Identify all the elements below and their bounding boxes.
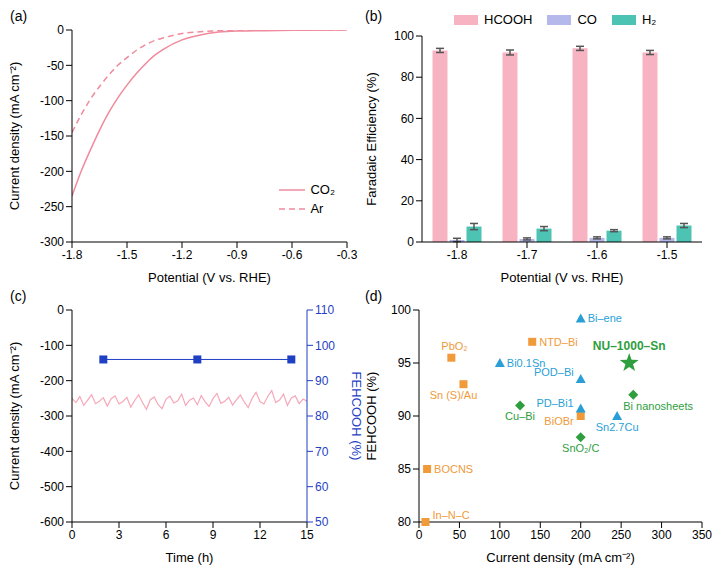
svg-text:-150: -150	[40, 129, 64, 143]
svg-text:-400: -400	[40, 445, 64, 459]
svg-text:0: 0	[57, 303, 64, 317]
svg-text:110: 110	[315, 303, 334, 317]
svg-text:9: 9	[210, 528, 217, 542]
svg-text:350: 350	[692, 528, 712, 542]
svg-text:150: 150	[530, 528, 550, 542]
svg-text:0: 0	[57, 23, 64, 37]
svg-text:Sn2.7Cu: Sn2.7Cu	[596, 421, 639, 433]
svg-text:300: 300	[652, 528, 672, 542]
svg-text:-100: -100	[40, 339, 64, 353]
svg-text:80: 80	[401, 70, 415, 84]
svg-text:6: 6	[163, 528, 170, 542]
svg-text:FEHCOOH (%): FEHCOOH (%)	[349, 372, 363, 461]
svg-text:-200: -200	[40, 374, 64, 388]
svg-text:0: 0	[416, 528, 423, 542]
svg-text:-1.5: -1.5	[657, 248, 678, 262]
html-text:Ar: Ar	[310, 201, 324, 216]
svg-text:80: 80	[315, 409, 329, 423]
svg-text:-1.8: -1.8	[62, 248, 83, 262]
svg-text:Sn (S)/Au: Sn (S)/Au	[430, 389, 478, 401]
svg-text:Faradaic Efficiency (%): Faradaic Efficiency (%)	[364, 72, 379, 205]
svg-text:-1.8: -1.8	[447, 248, 468, 262]
svg-text:70: 70	[315, 445, 329, 459]
svg-text:PD–Bi1: PD–Bi1	[536, 397, 573, 409]
svg-text:BOCNS: BOCNS	[434, 463, 473, 475]
svg-text:15: 15	[300, 528, 314, 542]
html-text:CO: CO	[577, 12, 597, 27]
svg-text:Current density (mA cm⁻²): Current density (mA cm⁻²)	[8, 342, 22, 490]
html-text:(b): (b)	[365, 8, 383, 24]
svg-text:-0.9: -0.9	[227, 248, 248, 262]
svg-text:Bi–ene: Bi–ene	[588, 312, 622, 324]
svg-text:Cu–Bi: Cu–Bi	[505, 410, 535, 422]
svg-text:40: 40	[401, 153, 415, 167]
svg-text:Bi nanosheets: Bi nanosheets	[623, 400, 693, 412]
svg-text:-1.2: -1.2	[172, 248, 193, 262]
svg-text:12: 12	[253, 528, 267, 542]
svg-text:-200: -200	[40, 165, 64, 179]
svg-text:-600: -600	[40, 515, 64, 529]
svg-text:100: 100	[490, 528, 510, 542]
html-text:(a): (a)	[10, 8, 28, 24]
svg-text:3: 3	[116, 528, 123, 542]
svg-text:PbO₂: PbO₂	[441, 340, 467, 352]
svg-text:50: 50	[315, 515, 329, 529]
svg-text:100: 100	[315, 339, 335, 353]
svg-text:-250: -250	[40, 200, 64, 214]
svg-text:100: 100	[391, 303, 411, 317]
svg-text:90: 90	[315, 374, 329, 388]
svg-text:85: 85	[398, 462, 412, 476]
svg-text:-500: -500	[40, 480, 64, 494]
svg-text:POD–Bi: POD–Bi	[534, 366, 574, 378]
svg-text:-0.6: -0.6	[282, 248, 303, 262]
svg-text:-1.5: -1.5	[117, 248, 138, 262]
svg-text:50: 50	[453, 528, 467, 542]
svg-text:60: 60	[315, 480, 329, 494]
html-text:H₂: H₂	[641, 12, 657, 27]
svg-text:NTD–Bi: NTD–Bi	[539, 336, 578, 348]
svg-text:-100: -100	[40, 94, 64, 108]
svg-text:80: 80	[398, 515, 412, 529]
html-text:(c): (c)	[10, 288, 27, 304]
svg-text:-300: -300	[40, 235, 64, 249]
svg-text:Bi0.1Sn: Bi0.1Sn	[506, 357, 546, 369]
svg-text:Current density (mA cm⁻²): Current density (mA cm⁻²)	[8, 62, 22, 210]
svg-text:-1.7: -1.7	[517, 248, 538, 262]
svg-text:Time (h): Time (h)	[166, 550, 214, 565]
svg-text:60: 60	[401, 112, 415, 126]
svg-text:100: 100	[394, 29, 414, 43]
svg-text:250: 250	[611, 528, 631, 542]
html-text:(d): (d)	[365, 288, 383, 304]
html-text:CO₂: CO₂	[310, 182, 335, 197]
svg-text:0: 0	[407, 235, 414, 249]
svg-text:BiOBr: BiOBr	[544, 415, 574, 427]
svg-text:-50: -50	[47, 59, 65, 73]
svg-text:In–N–C: In–N–C	[432, 509, 469, 521]
svg-text:0: 0	[69, 528, 76, 542]
svg-text:FEHCOOH (%): FEHCOOH (%)	[364, 372, 379, 461]
svg-text:90: 90	[398, 409, 412, 423]
svg-text:95: 95	[398, 356, 412, 370]
html-text:HCOOH: HCOOH	[484, 12, 533, 27]
svg-text:20: 20	[401, 194, 415, 208]
svg-text:-1.6: -1.6	[587, 248, 608, 262]
svg-text:SnO₂/C: SnO₂/C	[562, 442, 599, 454]
svg-text:Potential (V vs. RHE): Potential (V vs. RHE)	[501, 270, 624, 285]
svg-text:NU–1000–Sn: NU–1000–Sn	[593, 339, 666, 353]
svg-text:Potential (V vs. RHE): Potential (V vs. RHE)	[148, 270, 271, 285]
svg-text:Current density (mA cm⁻²): Current density (mA cm⁻²)	[486, 550, 634, 565]
svg-text:200: 200	[571, 528, 591, 542]
svg-text:-0.3: -0.3	[337, 248, 358, 262]
svg-text:-300: -300	[40, 409, 64, 423]
